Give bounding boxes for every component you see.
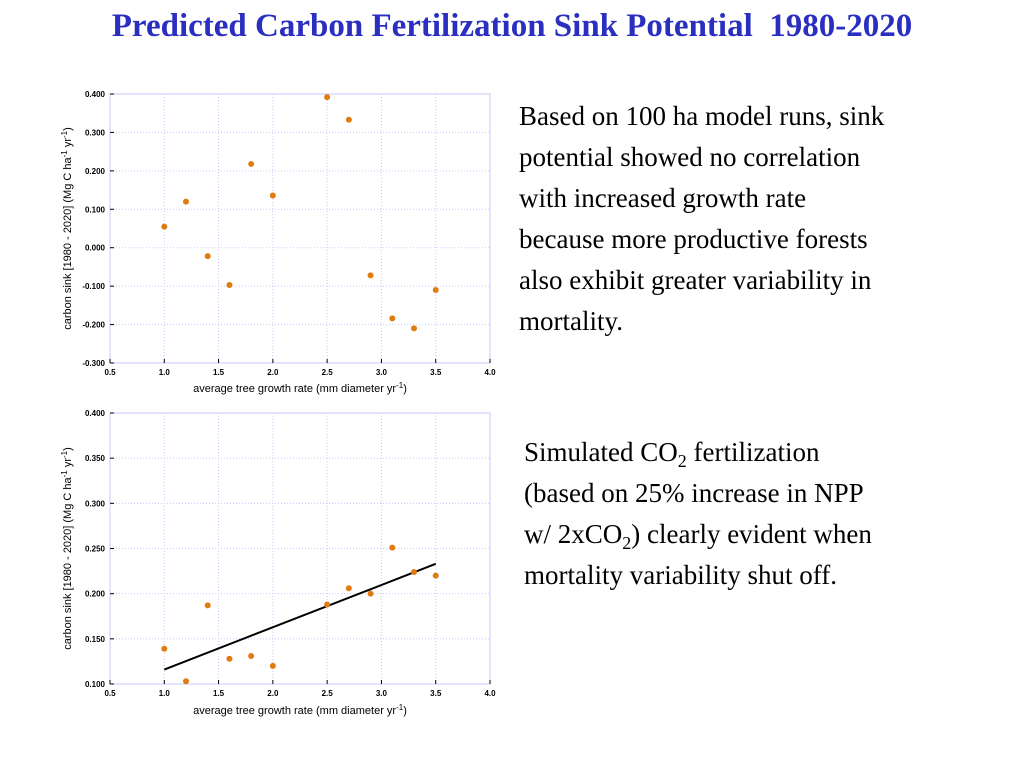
data-point — [324, 94, 331, 101]
y-tick-label: 0.150 — [85, 635, 106, 644]
y-axis-label-mid: yr — [62, 138, 74, 151]
text-fragment: Simulated CO — [524, 437, 678, 467]
text-line: (based on 25% increase in NPP — [524, 478, 864, 508]
text-block-co2-fertilization: Simulated CO2 fertilization (based on 25… — [524, 432, 994, 596]
text-line: with increased growth rate — [519, 183, 807, 213]
data-point — [161, 223, 168, 230]
x-axis-label: average tree growth rate (mm diameter yr… — [193, 381, 407, 396]
y-axis-label: carbon sink [1980 - 2020] (Mg C ha-1 yr-… — [60, 127, 75, 330]
x-axis-label-end: ) — [403, 383, 407, 395]
y-tick-label: 0.200 — [85, 167, 106, 176]
data-point — [389, 315, 396, 322]
data-point — [389, 544, 396, 551]
y-tick-label: 0.250 — [85, 545, 106, 554]
y-axis-label-sup: -1 — [60, 130, 69, 138]
y-tick-label: 0.100 — [85, 680, 106, 689]
plot-frame — [109, 93, 491, 364]
y-tick-label: 0.350 — [85, 454, 106, 463]
x-tick-label: 1.0 — [159, 689, 171, 698]
data-point — [204, 602, 211, 609]
y-axis-label-sup: -1 — [60, 470, 69, 478]
x-tick-label: 3.0 — [376, 689, 388, 698]
y-tick-label: -0.200 — [82, 321, 105, 330]
data-point — [345, 116, 352, 123]
text-line: mortality. — [519, 306, 623, 336]
x-tick-label: 1.0 — [159, 368, 171, 377]
y-axis-label-main: carbon sink [1980 - 2020] (Mg C ha — [62, 156, 74, 329]
y-axis-label-end: ) — [62, 127, 74, 131]
data-point — [226, 281, 233, 288]
data-point — [269, 192, 276, 199]
x-tick-label: 0.5 — [104, 368, 116, 377]
text-line: because more productive forests — [519, 224, 868, 254]
data-point — [248, 160, 255, 167]
data-point — [161, 645, 168, 652]
subscript: 2 — [622, 533, 632, 553]
x-tick-label: 0.5 — [104, 689, 116, 698]
y-tick-label: -0.100 — [82, 282, 105, 291]
text-fragment: fertilization — [686, 437, 820, 467]
y-tick-label: 0.000 — [85, 244, 106, 253]
data-point — [226, 655, 233, 662]
trend-line — [163, 562, 437, 671]
x-axis-label-end: ) — [403, 705, 407, 717]
x-tick-label: 3.0 — [376, 368, 388, 377]
x-axis-label-sup: -1 — [396, 381, 404, 390]
y-tick-label: -0.300 — [82, 359, 105, 368]
x-tick-label: 1.5 — [213, 689, 225, 698]
x-tick-label: 1.5 — [213, 368, 225, 377]
slide-title: Predicted Carbon Fertilization Sink Pote… — [111, 8, 913, 44]
scatter-chart-co2-fertilization: 0.5 1.0 1.5 2.0 2.5 3.0 3.5 4.0 0.100 0.150 0.200 0… — [60, 409, 497, 717]
text-line: potential showed no correlation — [519, 142, 861, 172]
data-point — [248, 652, 255, 659]
x-tick-label: 4.0 — [484, 368, 496, 377]
y-tick-label: 0.400 — [85, 90, 106, 99]
x-tick-label: 3.5 — [430, 368, 442, 377]
text-block-no-correlation: Based on 100 ha model runs, sink potenti… — [519, 96, 999, 342]
x-tick-label: 2.0 — [267, 689, 279, 698]
y-axis-label: carbon sink [1980 - 2020] (Mg C ha-1 yr-… — [60, 447, 75, 650]
x-tick-label: 2.0 — [267, 368, 279, 377]
x-tick-label: 2.5 — [322, 689, 334, 698]
y-tick-label: 0.200 — [85, 590, 106, 599]
data-point — [411, 568, 417, 575]
data-point — [345, 585, 352, 592]
y-tick-label: 0.100 — [85, 205, 106, 214]
x-tick-label: 3.5 — [430, 689, 442, 698]
subscript: 2 — [677, 451, 687, 471]
text-line: Simulated CO2 fertilization — [524, 432, 994, 473]
text-line: also exhibit greater variability in — [519, 265, 872, 295]
y-axis-label-main: carbon sink [1980 - 2020] (Mg C ha — [62, 476, 74, 649]
y-tick-label: 0.300 — [85, 128, 106, 137]
data-point — [324, 601, 331, 608]
scatter-chart-sink-potential: 0.5 1.0 1.5 2.0 2.5 3.0 3.5 4.0 -0.300 -0.200 -0.1… — [60, 90, 497, 395]
y-axis-label-sup: -1 — [60, 450, 69, 458]
data-point — [432, 286, 439, 293]
text-line: Based on 100 ha model runs, sink — [519, 101, 885, 131]
x-axis-label-main: average tree growth rate (mm diameter yr — [193, 383, 396, 395]
text-fragment: ) clearly evident when — [631, 519, 872, 549]
data-point — [204, 253, 211, 260]
x-tick-label: 2.5 — [322, 368, 334, 377]
data-point — [269, 662, 276, 669]
y-axis-label-end: ) — [62, 447, 74, 451]
text-fragment: w/ 2xCO — [524, 519, 623, 549]
text-line: mortality variability shut off. — [524, 560, 837, 590]
y-tick-label: 0.400 — [85, 409, 106, 418]
y-axis-label-sup: -1 — [60, 150, 69, 158]
x-axis-label-main: average tree growth rate (mm diameter yr — [193, 705, 396, 717]
data-point — [367, 590, 374, 597]
data-point — [432, 572, 439, 579]
x-axis-label: average tree growth rate (mm diameter yr… — [193, 703, 407, 718]
x-tick-label: 4.0 — [484, 689, 496, 698]
x-axis-label-sup: -1 — [396, 703, 404, 712]
data-point — [183, 678, 189, 685]
y-axis-label-mid: yr — [62, 458, 74, 471]
text-line: w/ 2xCO2) clearly evident when — [524, 514, 994, 555]
data-point — [367, 272, 374, 279]
data-point — [183, 198, 189, 205]
data-point — [411, 325, 417, 332]
y-tick-label: 0.300 — [85, 499, 106, 508]
